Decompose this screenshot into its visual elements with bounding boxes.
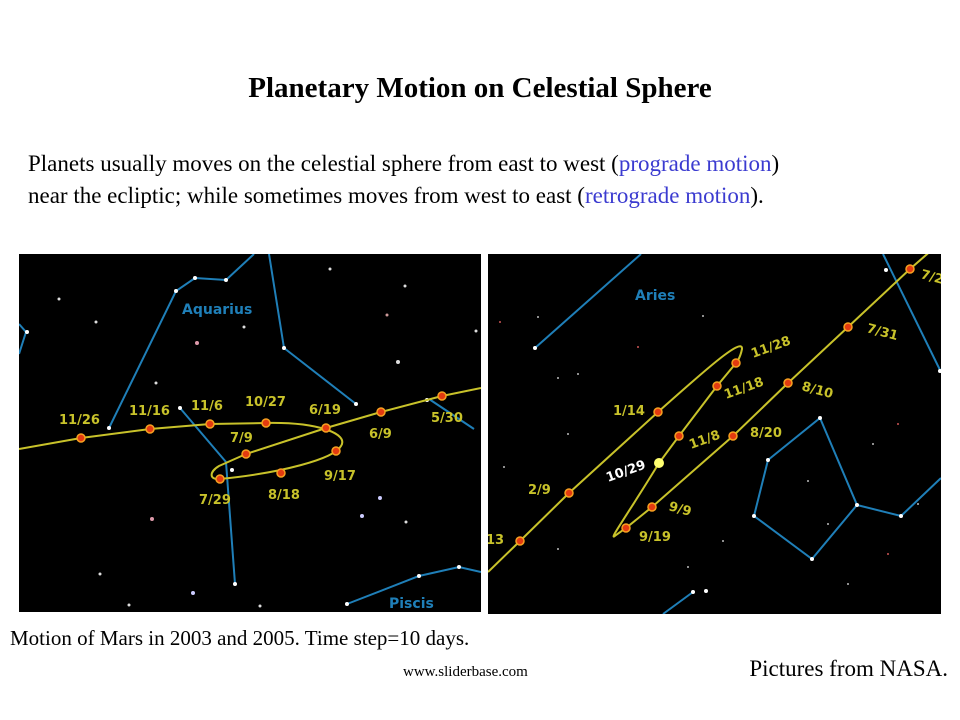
date-label: 10/27 <box>245 395 286 410</box>
website-link[interactable]: www.sliderbase.com <box>403 664 528 680</box>
date-label: 9/17 <box>324 469 356 484</box>
date-label: 8/18 <box>268 488 300 503</box>
date-label: 11/18 <box>722 375 766 403</box>
date-label: 11/6 <box>191 399 223 414</box>
constellation-label: Aries <box>635 288 675 304</box>
date-label: 7/31 <box>865 321 900 344</box>
prograde-term: prograde motion <box>618 151 772 176</box>
sky-map-2003: Aquarius Piscis 11/26 11/16 11/6 10/27 6… <box>18 253 482 612</box>
constellation-lines <box>534 253 942 615</box>
date-label: 8/10 <box>800 379 835 402</box>
body-text-part: ). <box>750 183 764 208</box>
date-label: 5/30 <box>431 411 463 426</box>
date-label: 7/29 <box>199 493 231 508</box>
position-points <box>515 264 915 546</box>
date-label: 2/9 <box>528 483 551 498</box>
image-caption: Motion of Mars in 2003 and 2005. Time st… <box>10 626 470 650</box>
date-label: 11/28 <box>749 334 793 362</box>
slide-title: Planetary Motion on Celestial Sphere <box>248 72 712 104</box>
retrograde-term: retrograde motion <box>584 183 751 208</box>
constellation-label: Aquarius <box>182 302 252 318</box>
current-position-point <box>654 458 664 468</box>
date-label: 7/9 <box>230 431 253 446</box>
body-text-part: Planets usually moves on the celestial s… <box>28 151 619 176</box>
mars-2005-image: Aries 1/14 2/9 13 10/29 11/28 11/18 11/8… <box>486 241 945 615</box>
sky-map-2005: Aries 1/14 2/9 13 10/29 11/28 11/18 11/8… <box>486 241 945 615</box>
body-text-part: near the ecliptic; while sometimes moves… <box>28 183 585 208</box>
constellation-label: Piscis <box>389 596 434 612</box>
date-label-current: 10/29 <box>604 458 648 486</box>
date-label: 9/19 <box>639 530 671 545</box>
date-label: 11/26 <box>59 413 100 428</box>
date-label: 6/19 <box>309 403 341 418</box>
body-text-part: ) <box>771 151 780 176</box>
body-text: Planets usually moves on the celestial s… <box>28 148 948 212</box>
stars <box>57 267 478 608</box>
position-points <box>76 391 447 484</box>
date-label: 13 <box>488 533 504 548</box>
date-label: 8/20 <box>750 426 782 441</box>
date-label: 1/14 <box>613 404 645 419</box>
date-label: 6/9 <box>369 427 392 442</box>
date-label: 11/16 <box>129 404 170 419</box>
mars-2003-image: Aquarius Piscis 11/26 11/16 11/6 10/27 6… <box>18 253 482 612</box>
mars-path <box>487 241 942 573</box>
image-credit: Pictures from NASA. <box>749 656 948 681</box>
mars-path <box>18 387 482 481</box>
stars <box>499 315 919 585</box>
date-label: 7/2 <box>919 267 941 287</box>
date-label: 9/9 <box>667 499 693 519</box>
